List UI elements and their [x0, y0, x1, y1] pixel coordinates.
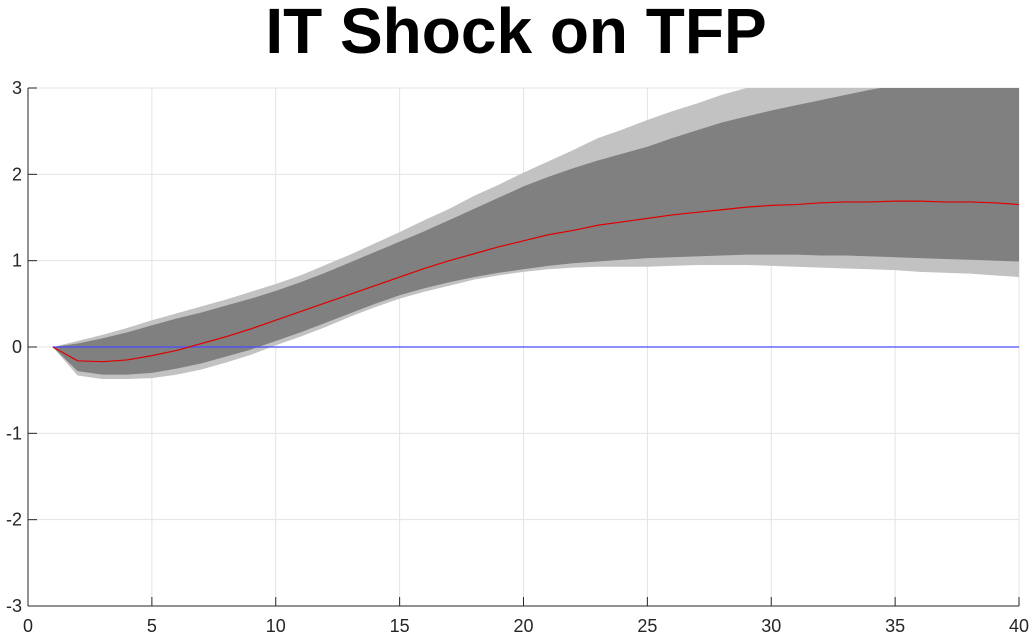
x-tick-label: 10 [266, 616, 286, 635]
chart-title: IT Shock on TFP [265, 0, 767, 67]
y-tick-label: 3 [12, 78, 22, 98]
axes: 0 5 10 15 20 25 30 35 40 -3 -2 -1 0 1 2 3 [6, 78, 1029, 635]
y-tick-label: 0 [12, 337, 22, 357]
y-tick-label: 1 [12, 251, 22, 271]
inner-confidence-band [52, 88, 1019, 375]
series-layer [52, 88, 1019, 379]
y-tick-label: -2 [6, 510, 22, 530]
x-tick-label: 25 [637, 616, 657, 635]
x-tick-label: 0 [23, 616, 33, 635]
median-response-line [52, 200, 1019, 363]
x-tick-label: 5 [147, 616, 157, 635]
x-tick-label: 40 [1009, 616, 1029, 635]
x-tick-label: 15 [390, 616, 410, 635]
y-tick-label: 2 [12, 164, 22, 184]
x-tick-label: 20 [513, 616, 533, 635]
x-tick-label: 30 [761, 616, 781, 635]
x-tick-label: 35 [885, 616, 905, 635]
y-tick-label: -1 [6, 423, 22, 443]
y-tick-label: -3 [6, 596, 22, 616]
